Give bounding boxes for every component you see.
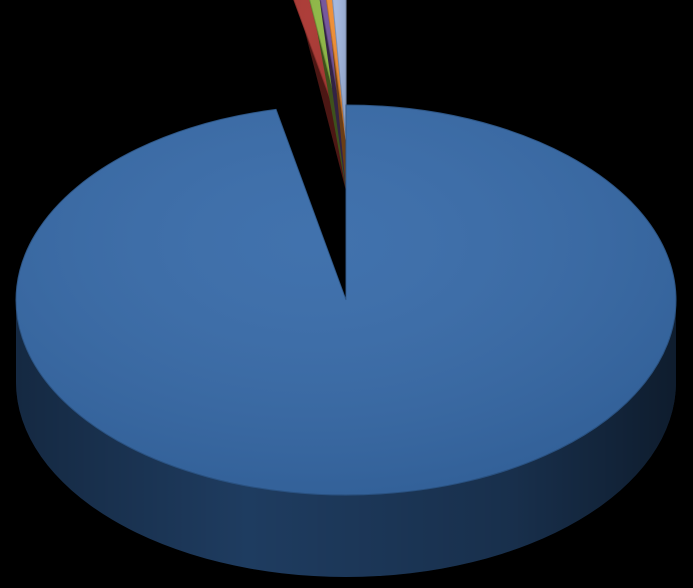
pie-slice-6 <box>332 0 347 141</box>
pie-slice-2 <box>293 0 347 192</box>
pie-slice-5 <box>326 0 347 190</box>
pie-slice-1 <box>15 104 677 577</box>
